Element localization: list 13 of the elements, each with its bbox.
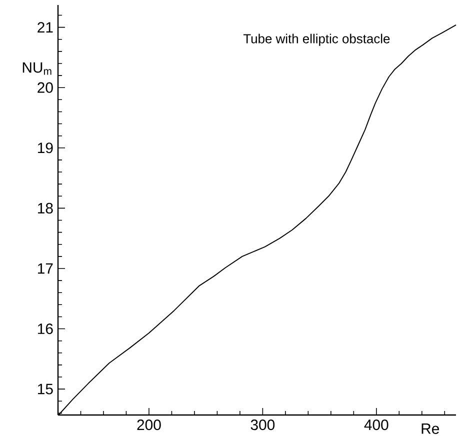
y-tick-label: 18	[38, 202, 53, 214]
x-tick-label: 200	[137, 420, 161, 430]
y-tick-label: 19	[38, 142, 53, 154]
annotation: Tube with elliptic obstacle	[243, 34, 390, 46]
y-tick-label: 16	[38, 323, 53, 334]
x-axis-title: Re	[422, 424, 440, 434]
y-tick-label: 17	[38, 263, 53, 274]
x-tick-label: 300	[250, 420, 275, 430]
y-axis-title: NU$_{m}$	[22, 62, 52, 75]
y-tick-label: 15	[38, 384, 53, 394]
y-tick-label: 21	[38, 22, 53, 33]
y-tick-label: 20	[38, 82, 53, 93]
x-tick-label: 400	[364, 420, 388, 430]
